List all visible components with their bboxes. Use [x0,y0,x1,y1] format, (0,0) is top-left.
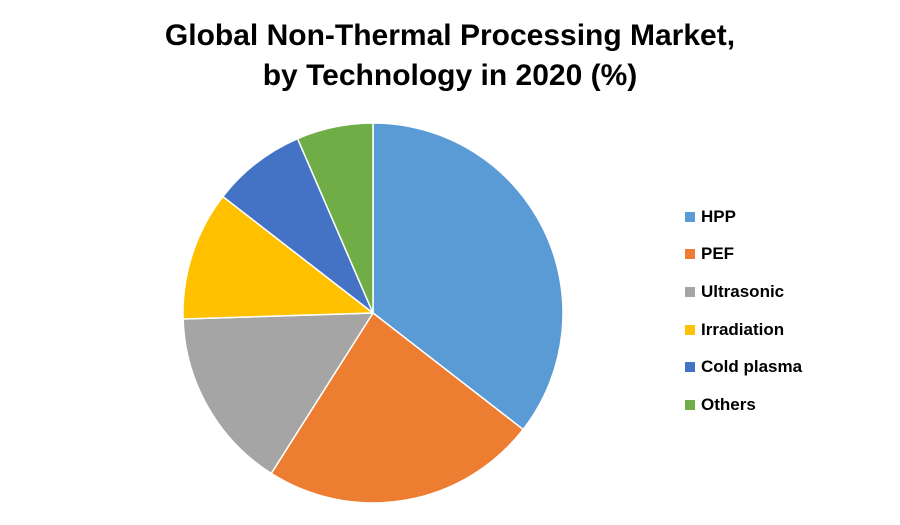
chart-title-line-2: by Technology in 2020 (%) [262,59,638,92]
pie-slice-ultrasonic [182,312,375,475]
legend-swatch-pef [685,249,695,260]
legend-label-pef: PEF [701,244,735,264]
pie-slice-others [296,122,374,314]
legend-swatch-irradiation [685,324,695,335]
legend-label-cold-plasma: Cold plasma [701,357,803,377]
legend-item-ultrasonic: Ultrasonic [685,273,802,311]
legend-item-hpp: HPP [685,198,802,236]
legend-label-irradiation: Irradiation [701,319,785,339]
chart-title: Global Non-Thermal Processing Market, by… [0,16,900,96]
legend-item-cold-plasma: Cold plasma [685,348,802,386]
pie-slice-hpp [372,122,564,431]
legend-swatch-hpp [685,211,695,222]
chart-legend: HPP PEF Ultrasonic Irradiation Cold plasma Ot… [685,198,802,424]
legend-swatch-cold-plasma [685,362,695,373]
pie-slice-irradiation [182,195,376,320]
legend-item-irradiation: Irradiation [685,311,802,349]
chart-title-line-1: Global Non-Thermal Processing Market, [164,19,736,52]
legend-item-others: Others [685,386,802,424]
legend-swatch-ultrasonic [685,286,695,297]
legend-label-ultrasonic: Ultrasonic [701,281,785,301]
legend-swatch-others [685,399,695,410]
legend-label-hpp: HPP [701,206,736,226]
legend-item-pef: PEF [685,236,802,274]
pie-slice-cold-plasma [221,137,374,314]
pie-slice-pef [270,311,525,504]
legend-label-others: Others [701,394,756,414]
